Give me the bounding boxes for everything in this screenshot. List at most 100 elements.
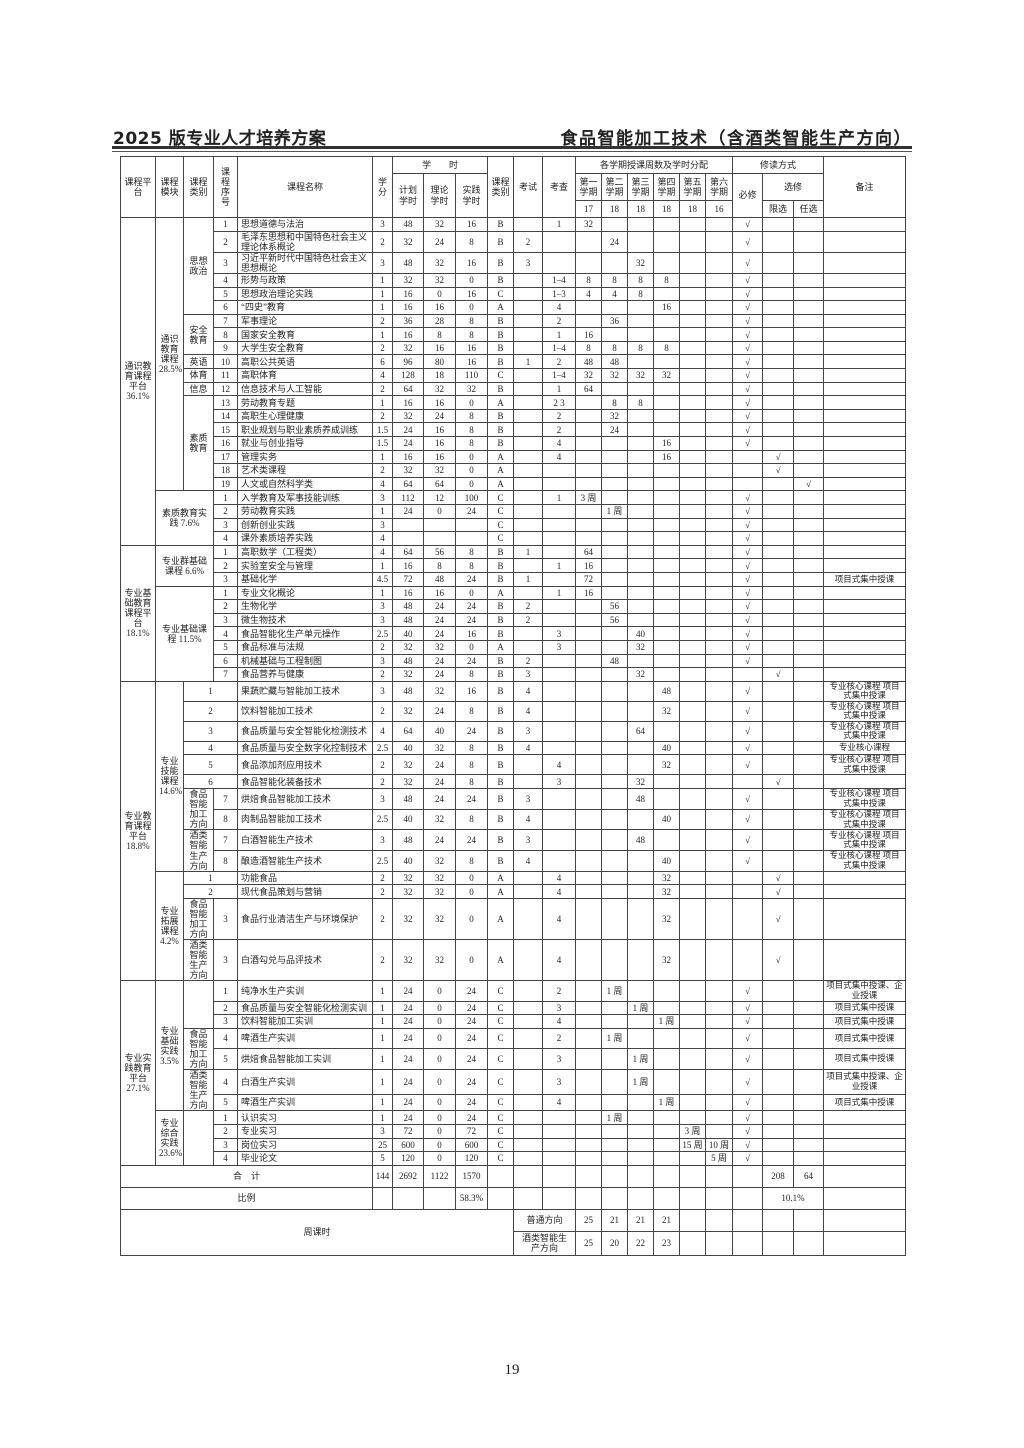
semester-1-cell: 64 <box>575 381 602 397</box>
semester-3-cell <box>627 531 654 546</box>
exam-cell <box>513 1137 543 1153</box>
practice-hours-cell: 8 <box>455 422 488 438</box>
category-cell: 信息 <box>183 381 214 397</box>
course-row: 5 食品标准与法规 2 32 32 0 A 3 32 √ <box>121 639 907 655</box>
semester-2-cell <box>601 870 628 886</box>
semester-3-cell <box>627 436 654 451</box>
course-type-cell: C <box>487 1110 514 1125</box>
platform-cell: 专业教育课程平台18.8% <box>120 680 156 982</box>
semester-6-cell <box>704 897 734 941</box>
exam-cell <box>513 313 543 329</box>
course-type-cell: B <box>487 408 514 424</box>
semester-3-cell <box>627 1123 654 1139</box>
semester-2-cell <box>601 850 628 872</box>
course-name: 高职体育 <box>237 368 373 383</box>
exam-cell <box>513 980 543 1002</box>
empty-cell <box>601 1164 628 1188</box>
semester-5-cell <box>679 754 706 776</box>
module-cell: 素质教育实践 7.6% <box>155 490 214 546</box>
practice-hours-cell: 24 <box>455 612 488 628</box>
semester-2-cell <box>601 1069 628 1095</box>
optional-elective-check <box>793 788 825 810</box>
credit-cell: 1.5 <box>372 436 393 451</box>
exam-cell <box>513 1027 543 1050</box>
practice-hours-cell: 110 <box>455 368 488 383</box>
course-type-cell: A <box>487 639 514 655</box>
semester-1-cell: 16 <box>575 327 602 342</box>
optional-elective-check <box>793 340 825 356</box>
practice-hours-cell: 24 <box>455 1093 488 1112</box>
practice-hours-cell: 0 <box>455 897 488 941</box>
semester-6-cell <box>704 612 734 628</box>
note-cell <box>823 531 907 546</box>
course-name: 烘焙食品智能加工实训 <box>237 1048 373 1070</box>
semester-3-cell <box>627 653 654 669</box>
credit-cell: 4 <box>372 720 393 742</box>
optional-elective-check <box>793 667 825 682</box>
course-name: 毕业论文 <box>237 1151 373 1166</box>
limited-elective-check <box>762 340 795 356</box>
check-cell: 3 <box>542 1000 576 1016</box>
seq-cell: 2 <box>213 504 238 519</box>
required-check: √ <box>732 653 764 669</box>
course-name: 食品质量与安全数字化控制技术 <box>237 740 373 756</box>
credit-cell: 2.5 <box>372 626 393 641</box>
ratio-label: 比例 <box>120 1186 373 1210</box>
limited-elective-check <box>762 585 795 601</box>
seq-cell: 7 <box>213 829 238 851</box>
optional-elective-check <box>793 1000 825 1016</box>
exam-cell <box>513 558 543 573</box>
empty-cell <box>762 1230 795 1256</box>
semester-4-cell <box>653 395 680 410</box>
credit-cell: 1 <box>372 980 393 1002</box>
check-cell <box>542 680 576 702</box>
limited-elective-check: √ <box>762 774 795 790</box>
theory-hours-cell: 32 <box>423 217 456 232</box>
seq-cell: 2 <box>213 1000 238 1016</box>
limited-elective-check <box>762 1093 795 1112</box>
course-row: 2 生物化学 3 48 24 24 B 2 56 √ <box>121 599 907 614</box>
empty-cell <box>575 1164 602 1188</box>
course-type-cell: B <box>487 612 514 628</box>
course-name: 大学生安全教育 <box>237 340 373 356</box>
plan-hours-cell: 32 <box>392 754 424 776</box>
practice-hours-cell: 8 <box>455 774 488 790</box>
semester-3-cell <box>627 1137 654 1153</box>
semester-3-cell <box>627 1014 654 1029</box>
plan-hours-cell: 40 <box>392 850 424 872</box>
course-row: 2 饮料智能加工技术 2 32 24 8 B 4 32 √ 专业核心课程 项目式集中授课 <box>121 700 907 722</box>
semester-3-cell <box>627 217 654 232</box>
practice-hours-cell: 24 <box>455 1110 488 1125</box>
required-check <box>732 667 764 682</box>
check-cell: 1–4 <box>542 368 576 383</box>
course-row: 体育 11 高职体育 4 128 18 110 C 1–4 32 32 32 32 √ <box>121 368 907 383</box>
empty-cell <box>627 1164 654 1188</box>
check-cell <box>542 476 576 492</box>
exam-cell: 1 <box>513 354 543 370</box>
category-cell: 酒类智能生产方向 <box>183 829 214 872</box>
course-name: 信息技术与人工智能 <box>237 381 373 397</box>
practice-hours-cell: 24 <box>455 571 488 587</box>
empty-cell <box>732 1186 764 1210</box>
practice-hours-cell: 16 <box>455 680 488 702</box>
seq-cell: 5 <box>183 754 238 776</box>
header-practice: 实践学时 <box>455 173 488 218</box>
semester-3-cell <box>627 700 654 722</box>
theory-hours-cell: 24 <box>423 612 456 628</box>
seq-cell: 3 <box>183 720 238 742</box>
limited-elective-check <box>762 490 795 505</box>
semester-6-cell <box>704 490 734 505</box>
semester-3-cell <box>627 680 654 702</box>
semester-6-cell <box>704 354 734 370</box>
plan-hours-cell: 24 <box>392 436 424 451</box>
semester-1-cell <box>575 1151 602 1166</box>
semester-5-cell <box>679 680 706 702</box>
limited-elective-check <box>762 217 795 232</box>
required-check: √ <box>732 680 764 702</box>
theory-hours-cell <box>423 531 456 546</box>
course-type-cell: A <box>487 476 514 492</box>
semester-4-cell: 32 <box>653 700 680 722</box>
semester-4-cell <box>653 639 680 655</box>
semester-4-cell <box>653 354 680 370</box>
theory-hours-cell: 8 <box>423 558 456 573</box>
